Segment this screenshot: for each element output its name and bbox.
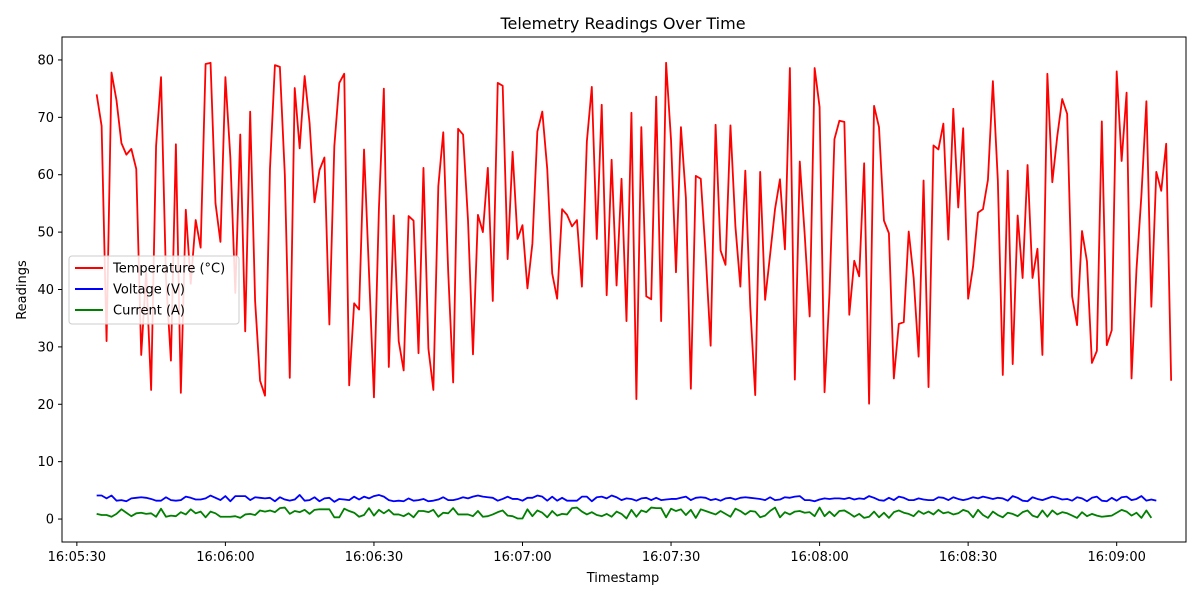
y-tick-label: 0 — [46, 513, 54, 528]
x-tick-label: 16:05:30 — [48, 550, 106, 565]
y-tick-label: 80 — [37, 53, 54, 68]
series-line-2 — [96, 506, 1153, 520]
x-tick-label: 16:06:30 — [345, 550, 403, 565]
x-tick-label: 16:06:00 — [196, 550, 254, 565]
x-tick-label: 16:08:00 — [790, 550, 848, 565]
legend-label-0: Temperature (°C) — [112, 262, 225, 277]
y-axis-label: Readings — [15, 260, 30, 320]
y-tick-label: 60 — [37, 168, 54, 183]
x-tick-label: 16:09:00 — [1087, 550, 1145, 565]
y-tick-label: 70 — [37, 111, 54, 126]
legend-label-2: Current (A) — [113, 304, 185, 319]
x-tick-label: 16:07:00 — [493, 550, 551, 565]
chart-title: Telemetry Readings Over Time — [499, 14, 745, 33]
legend-label-1: Voltage (V) — [113, 283, 185, 298]
y-tick-label: 20 — [37, 398, 54, 413]
y-tick-label: 30 — [37, 340, 54, 355]
x-axis-label: Timestamp — [586, 571, 660, 586]
x-tick-label: 16:08:30 — [939, 550, 997, 565]
x-tick-label: 16:07:30 — [642, 550, 700, 565]
y-tick-label: 10 — [37, 455, 54, 470]
chart-legend: Temperature (°C) Voltage (V) Current (A) — [68, 255, 240, 325]
series-line-0 — [95, 61, 1173, 405]
y-tick-label: 50 — [37, 226, 54, 241]
legend-box — [68, 255, 240, 325]
series-line-1 — [96, 494, 1157, 503]
y-tick-label: 40 — [37, 283, 54, 298]
